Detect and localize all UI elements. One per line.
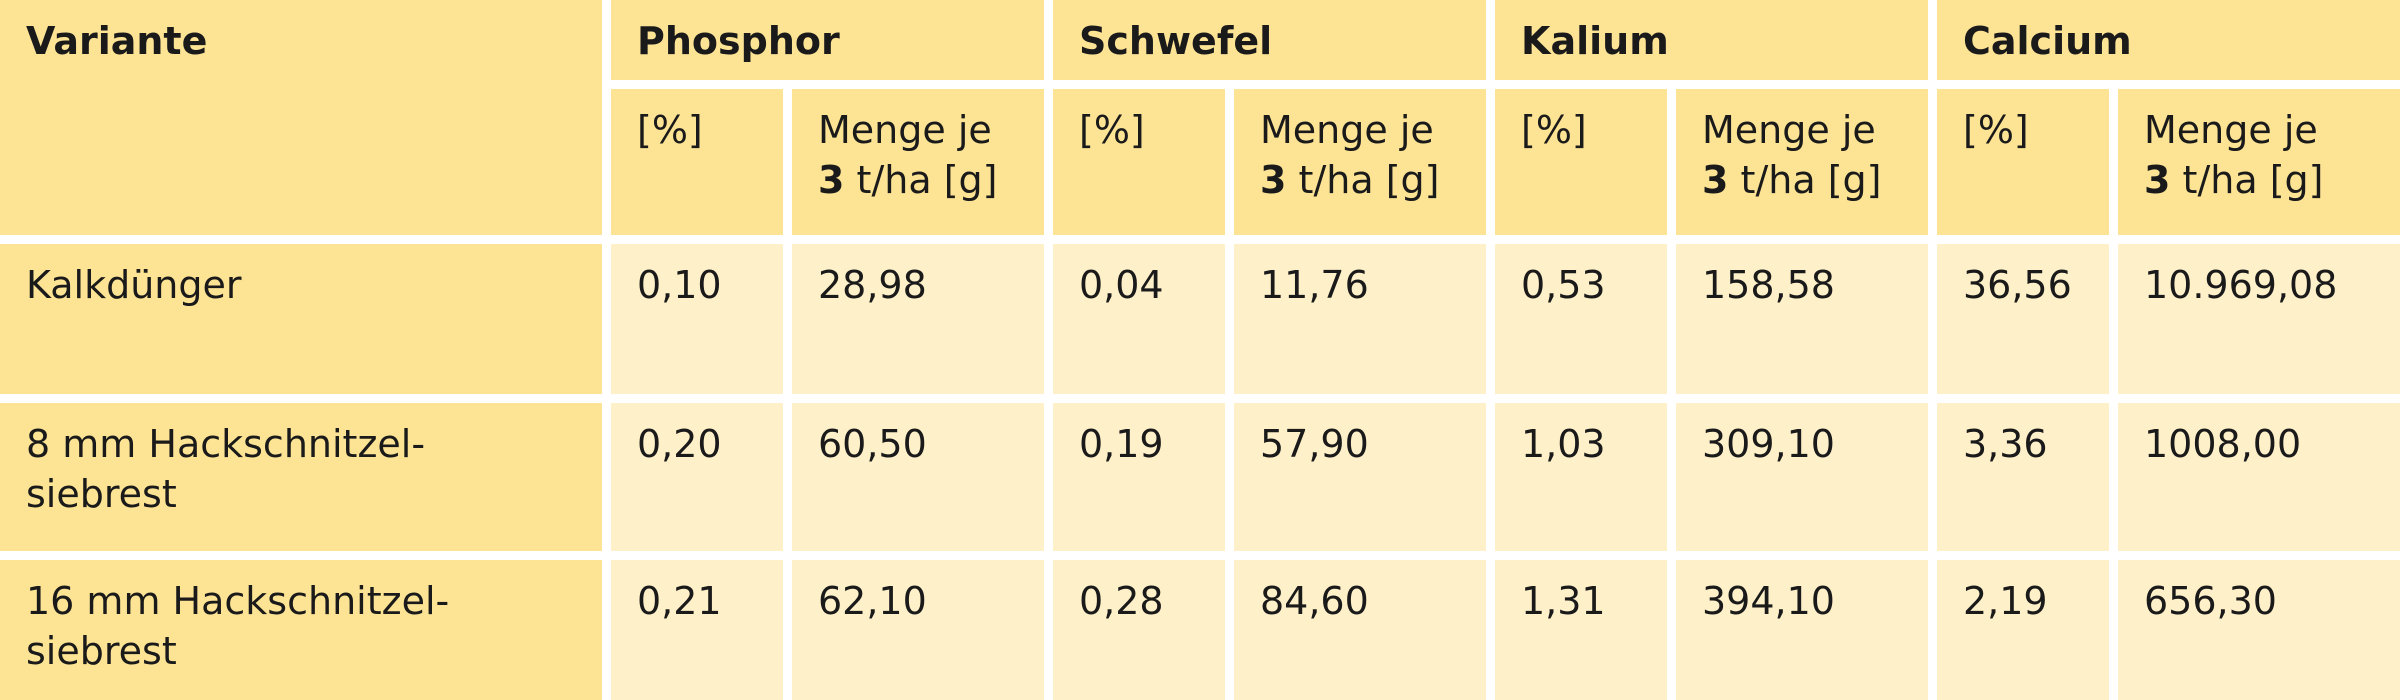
amount-number: 3 xyxy=(1260,158,1287,202)
data-cell: 0,10 xyxy=(611,244,783,394)
data-cell: 28,98 xyxy=(792,244,1044,394)
amount-header: Menge je 3 t/ha [g] xyxy=(1676,89,1928,235)
group-header: Kalium xyxy=(1495,0,1928,80)
amount-header: Menge je 3 t/ha [g] xyxy=(792,89,1044,235)
amount-number: 3 xyxy=(1702,158,1729,202)
data-cell: 0,21 xyxy=(611,560,783,700)
amount-suffix: t/ha [g] xyxy=(1298,158,1440,202)
data-cell: 84,60 xyxy=(1234,560,1486,700)
group-header: Schwefel xyxy=(1053,0,1486,80)
row-label: 8 mm Hackschnitzel- siebrest xyxy=(0,403,602,551)
unit-header: [%] xyxy=(1937,89,2109,235)
data-cell: 309,10 xyxy=(1676,403,1928,551)
unit-header: [%] xyxy=(611,89,783,235)
amount-prefix: Menge je xyxy=(1702,108,1876,152)
data-cell: 158,58 xyxy=(1676,244,1928,394)
corner-header: Variante xyxy=(0,0,602,235)
data-cell: 2,19 xyxy=(1937,560,2109,700)
data-cell: 0,28 xyxy=(1053,560,1225,700)
unit-header: [%] xyxy=(1495,89,1667,235)
data-cell: 62,10 xyxy=(792,560,1044,700)
data-cell: 11,76 xyxy=(1234,244,1486,394)
amount-number: 3 xyxy=(2144,158,2171,202)
amount-prefix: Menge je xyxy=(818,108,992,152)
amount-prefix: Menge je xyxy=(2144,108,2318,152)
data-cell: 656,30 xyxy=(2118,560,2400,700)
amount-suffix: t/ha [g] xyxy=(1740,158,1882,202)
data-cell: 0,20 xyxy=(611,403,783,551)
amount-header: Menge je 3 t/ha [g] xyxy=(1234,89,1486,235)
data-cell: 36,56 xyxy=(1937,244,2109,394)
amount-prefix: Menge je xyxy=(1260,108,1434,152)
amount-number: 3 xyxy=(818,158,845,202)
amount-suffix: t/ha [g] xyxy=(856,158,998,202)
amount-suffix: t/ha [g] xyxy=(2182,158,2324,202)
data-cell: 3,36 xyxy=(1937,403,2109,551)
data-cell: 57,90 xyxy=(1234,403,1486,551)
data-cell: 10.969,08 xyxy=(2118,244,2400,394)
data-cell: 60,50 xyxy=(792,403,1044,551)
data-cell: 0,53 xyxy=(1495,244,1667,394)
unit-header: [%] xyxy=(1053,89,1225,235)
data-cell: 394,10 xyxy=(1676,560,1928,700)
amount-header: Menge je 3 t/ha [g] xyxy=(2118,89,2400,235)
data-cell: 0,04 xyxy=(1053,244,1225,394)
row-label: 16 mm Hackschnitzel- siebrest xyxy=(0,560,602,700)
data-cell: 1,31 xyxy=(1495,560,1667,700)
data-cell: 1008,00 xyxy=(2118,403,2400,551)
group-header: Calcium xyxy=(1937,0,2400,80)
data-cell: 0,19 xyxy=(1053,403,1225,551)
data-cell: 1,03 xyxy=(1495,403,1667,551)
group-header: Phosphor xyxy=(611,0,1044,80)
row-label: Kalkdünger xyxy=(0,244,602,394)
